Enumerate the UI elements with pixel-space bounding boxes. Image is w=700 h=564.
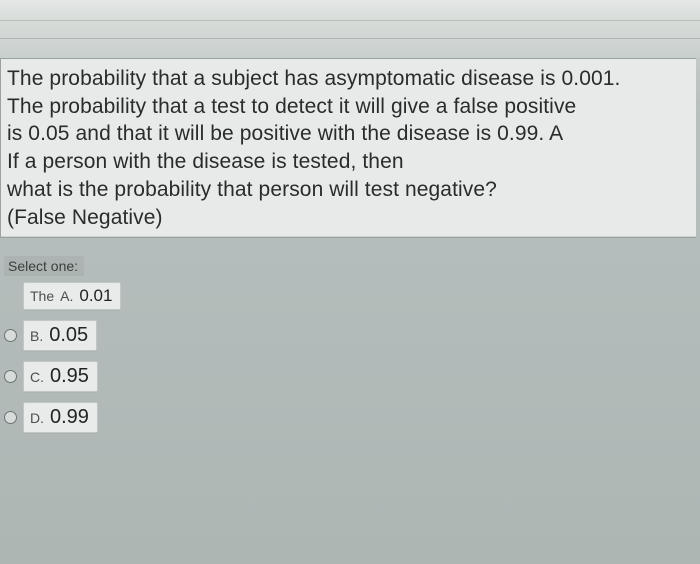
- option-value: 0.95: [50, 365, 89, 388]
- option-letter: B.: [30, 328, 43, 344]
- radio-icon[interactable]: [4, 411, 17, 424]
- option-chip: The A. 0.01: [23, 282, 121, 310]
- option-chip: D. 0.99: [23, 402, 98, 433]
- radio-icon[interactable]: [4, 370, 17, 383]
- question-line: what is the probability that person will…: [7, 176, 688, 204]
- option-a-row[interactable]: The A. 0.01: [4, 282, 700, 310]
- quiz-page: The probability that a subject has asymp…: [0, 0, 700, 564]
- select-one-label: Select one:: [4, 256, 84, 276]
- option-value: 0.99: [50, 406, 89, 429]
- question-line: The probability that a subject has asymp…: [7, 65, 688, 93]
- option-chip: C. 0.95: [23, 361, 98, 392]
- option-value: 0.05: [49, 324, 88, 347]
- radio-icon[interactable]: [4, 329, 17, 342]
- option-letter: D.: [30, 410, 44, 426]
- question-line: (False Negative): [7, 204, 688, 232]
- question-line: If a person with the disease is tested, …: [7, 148, 688, 176]
- option-d-row[interactable]: D. 0.99: [4, 402, 700, 433]
- option-value: 0.01: [79, 286, 112, 306]
- option-prefix: The: [30, 288, 54, 304]
- question-text-box: The probability that a subject has asymp…: [0, 58, 696, 238]
- option-b-row[interactable]: B. 0.05: [4, 320, 700, 351]
- option-c-row[interactable]: C. 0.95: [4, 361, 700, 392]
- header-strip: [0, 0, 700, 58]
- option-letter: C.: [30, 369, 44, 385]
- option-letter: A.: [60, 288, 73, 304]
- question-line: is 0.05 and that it will be positive wit…: [7, 120, 688, 148]
- options-group: The A. 0.01 B. 0.05 C. 0.95 D. 0.99: [4, 282, 700, 433]
- question-line: The probability that a test to detect it…: [7, 93, 688, 121]
- option-chip: B. 0.05: [23, 320, 97, 351]
